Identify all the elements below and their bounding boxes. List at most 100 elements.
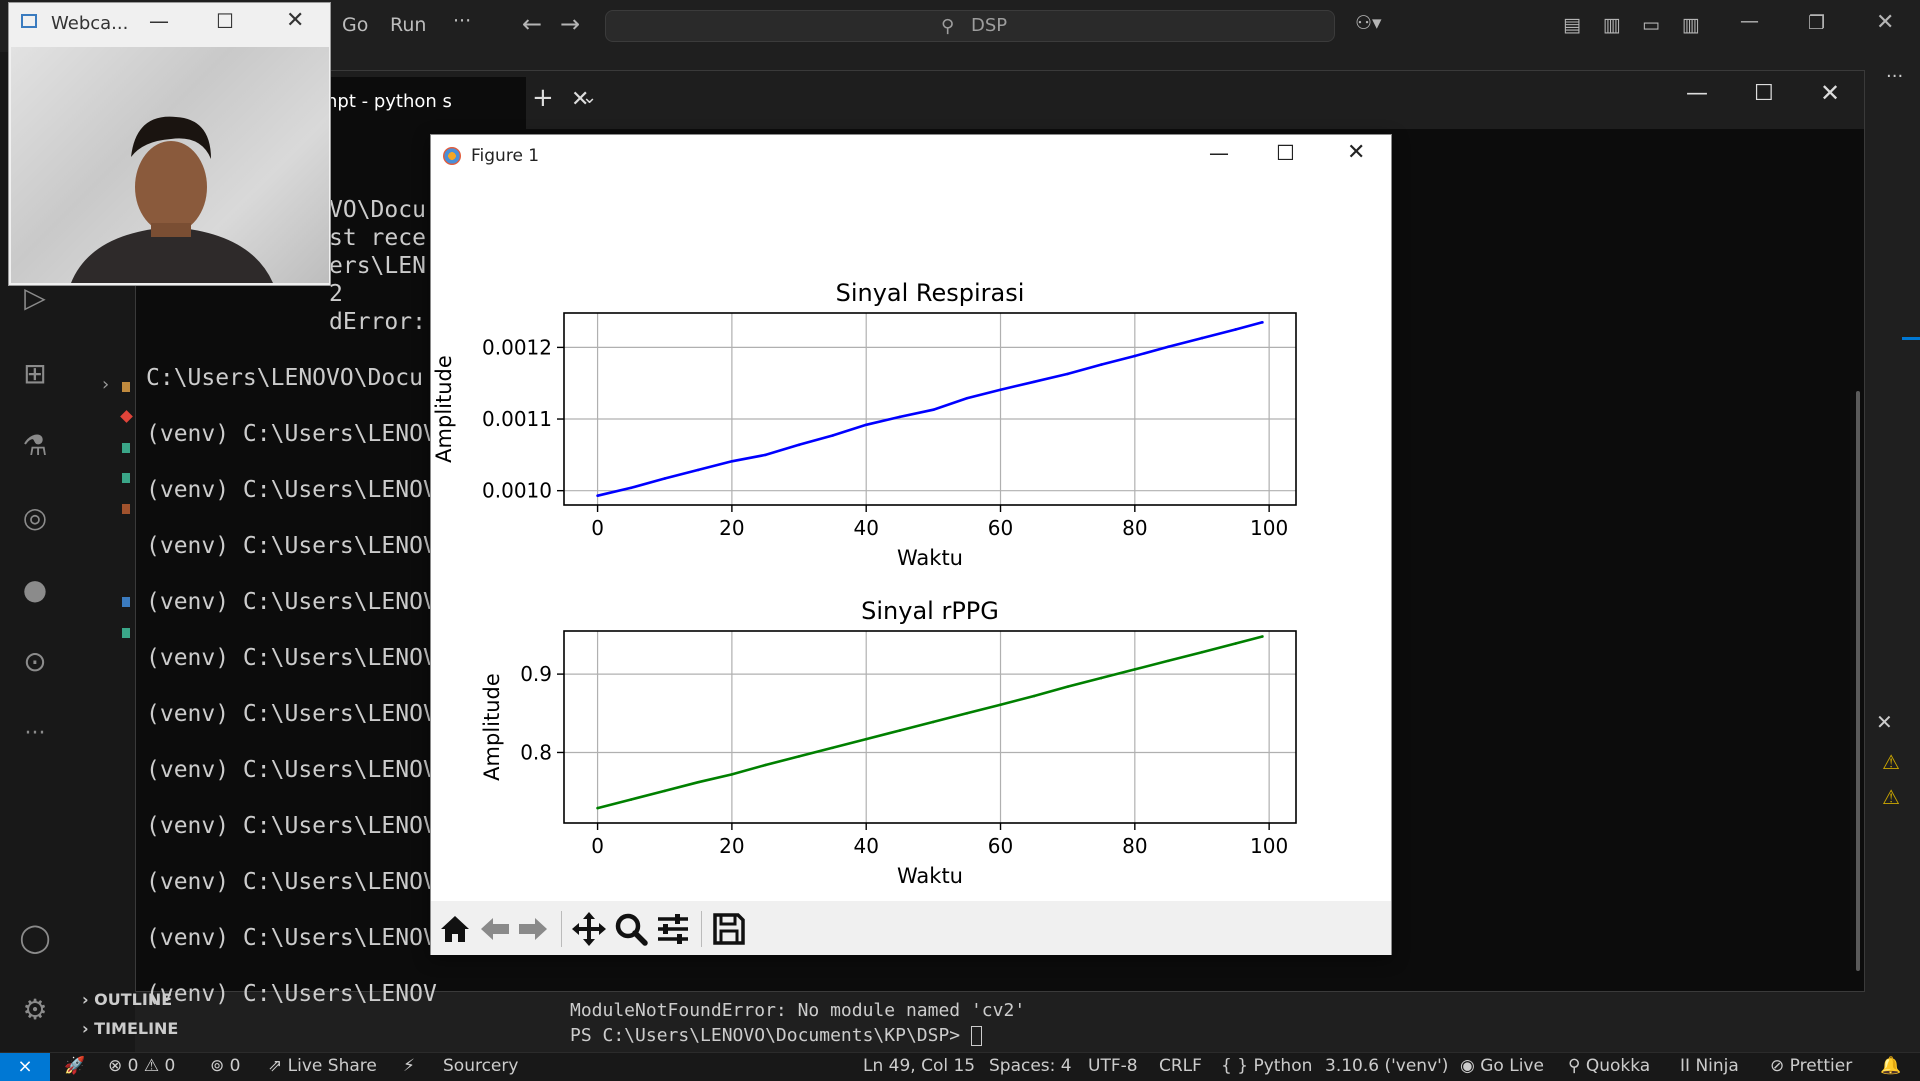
git-graph-icon[interactable]: ⊙ bbox=[23, 645, 47, 678]
data-point bbox=[629, 486, 633, 490]
ninja-button[interactable]: II Ninja bbox=[1680, 1056, 1739, 1076]
data-point bbox=[1133, 668, 1137, 671]
menu-go[interactable]: Go bbox=[342, 14, 369, 36]
x-tick-label: 0 bbox=[591, 516, 604, 540]
python-interpreter[interactable]: 3.10.6 ('venv') bbox=[1325, 1056, 1449, 1076]
menu-run[interactable]: Run bbox=[390, 14, 427, 36]
data-point bbox=[999, 703, 1002, 706]
github-icon[interactable]: ● bbox=[22, 573, 48, 606]
save-floppy-icon[interactable] bbox=[709, 909, 749, 949]
vscode-minimize-icon[interactable]: — bbox=[1740, 10, 1759, 32]
terminal-close-icon[interactable]: ✕ bbox=[1820, 79, 1841, 107]
command-center-search[interactable]: ⚲ DSP bbox=[605, 10, 1335, 42]
minimap-slider[interactable] bbox=[1902, 337, 1920, 340]
webcam-video-frame bbox=[11, 47, 329, 283]
zoom-magnifier-icon[interactable] bbox=[611, 909, 651, 949]
forward-icon[interactable] bbox=[513, 909, 553, 949]
tab-dropdown-chevron-icon[interactable]: ⌄ bbox=[582, 87, 598, 108]
sourcery-status-icon[interactable]: ⚡ bbox=[403, 1056, 415, 1076]
problems-indicator[interactable]: ⊗ 0 ⚠ 0 bbox=[108, 1056, 176, 1076]
data-point bbox=[965, 396, 969, 400]
data-point bbox=[1066, 685, 1069, 688]
warning-count: 0 bbox=[164, 1056, 176, 1076]
data-point bbox=[1261, 635, 1264, 638]
rocket-icon[interactable]: 🚀 bbox=[64, 1056, 86, 1076]
terminal-maximize-icon[interactable]: ☐ bbox=[1754, 81, 1774, 106]
figure-close-icon[interactable]: ✕ bbox=[1347, 140, 1366, 165]
tab-close-icon[interactable]: ✕ bbox=[571, 87, 590, 112]
toggle-secondary-sidebar-icon[interactable]: ▥ bbox=[1682, 14, 1700, 36]
cursor-position[interactable]: Ln 49, Col 15 bbox=[863, 1056, 976, 1076]
more-views-icon[interactable]: ··· bbox=[24, 721, 46, 746]
toggle-panel-icon[interactable]: ▭ bbox=[1642, 14, 1660, 36]
y-tick-label: 0.8 bbox=[520, 740, 552, 764]
x-axis-label: Waktu bbox=[897, 864, 963, 888]
terminal-output[interactable]: VO\Docu st rece ers\LEN 2 dError: C:\Use… bbox=[136, 129, 1864, 1007]
outline-section[interactable]: › OUTLINE bbox=[82, 990, 173, 1009]
extensions-icon[interactable]: ⊞ bbox=[23, 357, 47, 390]
terminal-line: (venv) C:\Users\LENOV bbox=[146, 869, 437, 895]
webcam-minimize-icon[interactable]: — bbox=[149, 9, 169, 33]
data-point bbox=[932, 408, 935, 412]
testing-icon[interactable]: ⚗ bbox=[22, 429, 48, 462]
search-text: DSP bbox=[971, 15, 1008, 36]
data-point bbox=[1200, 650, 1204, 654]
notifications-bell-icon[interactable]: 🔔 bbox=[1880, 1056, 1902, 1076]
more-actions-icon[interactable]: ··· bbox=[1886, 66, 1904, 87]
timeline-section[interactable]: › TIMELINE bbox=[82, 1019, 179, 1038]
back-arrow-icon[interactable]: ← bbox=[522, 10, 543, 38]
accounts-icon[interactable]: ◯ bbox=[19, 921, 51, 954]
figure-maximize-icon[interactable]: ☐ bbox=[1276, 141, 1295, 165]
indentation[interactable]: Spaces: 4 bbox=[989, 1056, 1072, 1076]
terminal-tab-bar: npt - python s ✕ + ⌄ — ☐ ✕ bbox=[136, 71, 1864, 129]
home-icon[interactable] bbox=[435, 909, 475, 949]
warning-icon: ⚠ bbox=[1882, 785, 1900, 809]
sourcery-status-label[interactable]: Sourcery bbox=[443, 1056, 519, 1076]
manage-gear-icon[interactable]: ⚙ bbox=[22, 993, 48, 1026]
chevron-right-icon[interactable]: › bbox=[102, 374, 110, 395]
sourcery-icon[interactable]: ◎ bbox=[22, 501, 48, 534]
ports-indicator[interactable]: ⊚ 0 bbox=[210, 1056, 241, 1076]
data-point bbox=[898, 729, 902, 732]
go-live-button[interactable]: ◉ Go Live bbox=[1460, 1056, 1544, 1076]
data-point bbox=[1167, 659, 1170, 663]
back-icon[interactable] bbox=[475, 909, 515, 949]
chart-title: Sinyal Respirasi bbox=[836, 279, 1025, 307]
data-point bbox=[1032, 694, 1036, 698]
pan-move-icon[interactable] bbox=[569, 909, 609, 949]
data-point bbox=[831, 746, 834, 750]
toggle-sidebar-icon[interactable]: ▥ bbox=[1603, 14, 1621, 36]
data-point bbox=[797, 443, 801, 447]
copilot-icon[interactable]: ⚇▾ bbox=[1355, 12, 1382, 34]
webcam-maximize-icon[interactable]: ☐ bbox=[216, 9, 234, 33]
error-count: 0 bbox=[127, 1056, 139, 1076]
python-file-icon bbox=[122, 597, 130, 607]
remote-indicator-button[interactable]: ⨯ bbox=[0, 1053, 50, 1081]
end-of-line[interactable]: CRLF bbox=[1159, 1056, 1202, 1076]
vscode-close-icon[interactable]: ✕ bbox=[1876, 10, 1895, 35]
prettier-button[interactable]: ⊘ Prettier bbox=[1770, 1056, 1853, 1076]
forward-arrow-icon[interactable]: → bbox=[560, 10, 581, 38]
figure-minimize-icon[interactable]: — bbox=[1209, 141, 1229, 165]
terminal-line: VO\Docu bbox=[329, 197, 426, 223]
panel-prompt-line[interactable]: PS C:\Users\LENOVO\Documents\KP\DSP> bbox=[570, 1025, 982, 1046]
language-mode[interactable]: { } Python bbox=[1221, 1056, 1313, 1076]
webcam-close-icon[interactable]: ✕ bbox=[286, 8, 305, 33]
outline-label: OUTLINE bbox=[94, 990, 173, 1009]
terminal-minimize-icon[interactable]: — bbox=[1686, 81, 1708, 106]
panel-close-icon[interactable]: ✕ bbox=[1876, 710, 1893, 734]
customize-layout-icon[interactable]: ▤ bbox=[1563, 14, 1581, 36]
data-point bbox=[1066, 372, 1069, 376]
terminal-line: ers\LEN bbox=[329, 253, 426, 279]
quokka-button[interactable]: ⚲ Quokka bbox=[1568, 1056, 1651, 1076]
new-tab-plus-icon[interactable]: + bbox=[532, 83, 554, 113]
x-tick-label: 100 bbox=[1250, 516, 1288, 540]
configure-subplots-icon[interactable] bbox=[653, 909, 693, 949]
menu-more[interactable]: ··· bbox=[453, 10, 472, 32]
run-debug-icon[interactable]: ▷ bbox=[24, 281, 46, 314]
terminal-line: (venv) C:\Users\LENOV bbox=[146, 981, 437, 1007]
live-share-button[interactable]: ⇗ Live Share bbox=[268, 1056, 377, 1076]
encoding[interactable]: UTF-8 bbox=[1088, 1056, 1138, 1076]
terminal-scrollbar[interactable] bbox=[1856, 391, 1860, 971]
vscode-restore-icon[interactable]: ❐ bbox=[1808, 12, 1826, 34]
